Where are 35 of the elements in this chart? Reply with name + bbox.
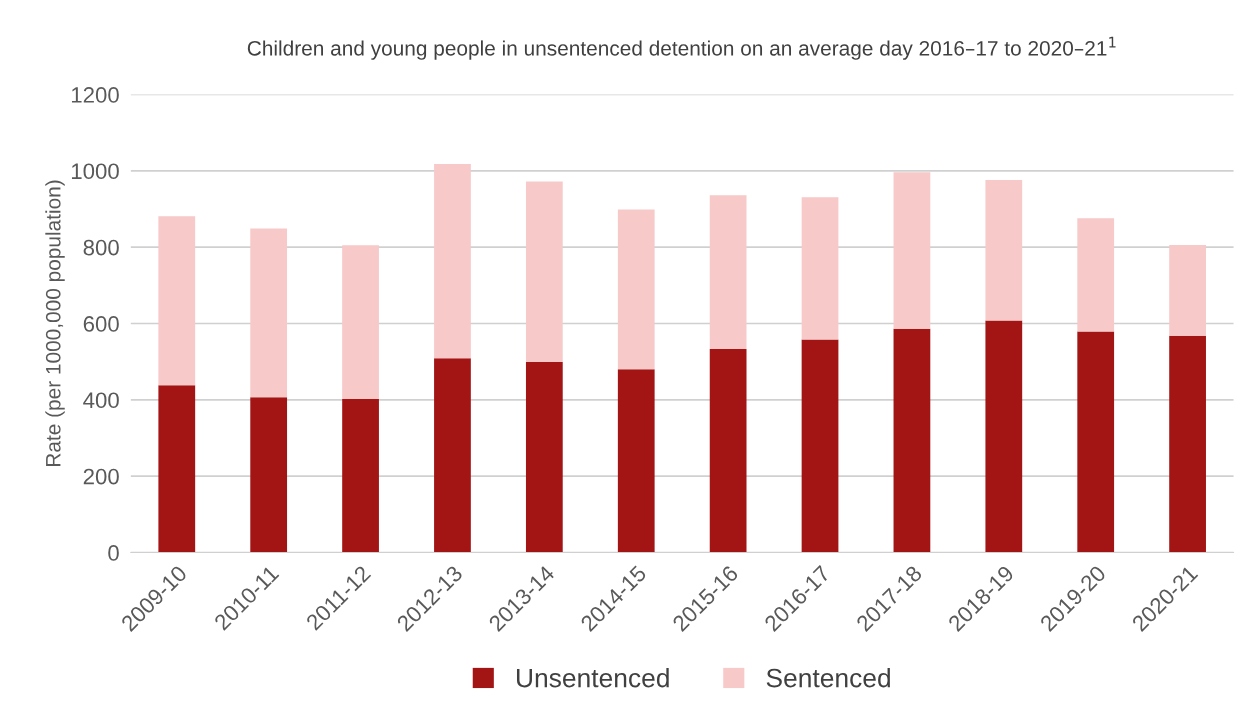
bar [525,362,563,553]
bar [434,163,471,359]
y-tick-label: 1200 [71,87,119,103]
bar [1077,331,1115,553]
bar [1169,335,1206,553]
bar [250,397,288,553]
y-tick-label: 0 [108,545,119,561]
bar [250,228,288,398]
bar [434,358,471,553]
legend-label: Unsentenced [516,668,669,688]
bar [1077,218,1115,332]
bar [985,320,1023,553]
bar [1169,244,1206,336]
y-tick-label: 800 [83,239,119,256]
chart-title: Children and young people in unsentenced detention on an average day 2016–17 to 2020–21$^{1}$ [247,36,1116,60]
bar [617,369,655,553]
y-tick-label: 400 [83,392,119,409]
legend-label: Sentenced [766,668,890,688]
bar [342,245,379,400]
bar [893,328,931,553]
bar [709,349,747,553]
y-axis-title: Rate (per 1000,000 population) [45,180,65,466]
bar [158,385,196,553]
bar [342,399,379,553]
y-tick-label: 1000 [71,163,119,180]
y-tick-label: 600 [83,316,119,332]
bar [617,209,655,370]
bar [801,197,839,340]
y-tick-label: 200 [83,468,119,485]
bar [525,181,563,363]
bar [158,216,196,386]
bar [709,195,747,350]
bar [985,180,1023,321]
bar [893,172,931,329]
bar [801,339,839,553]
